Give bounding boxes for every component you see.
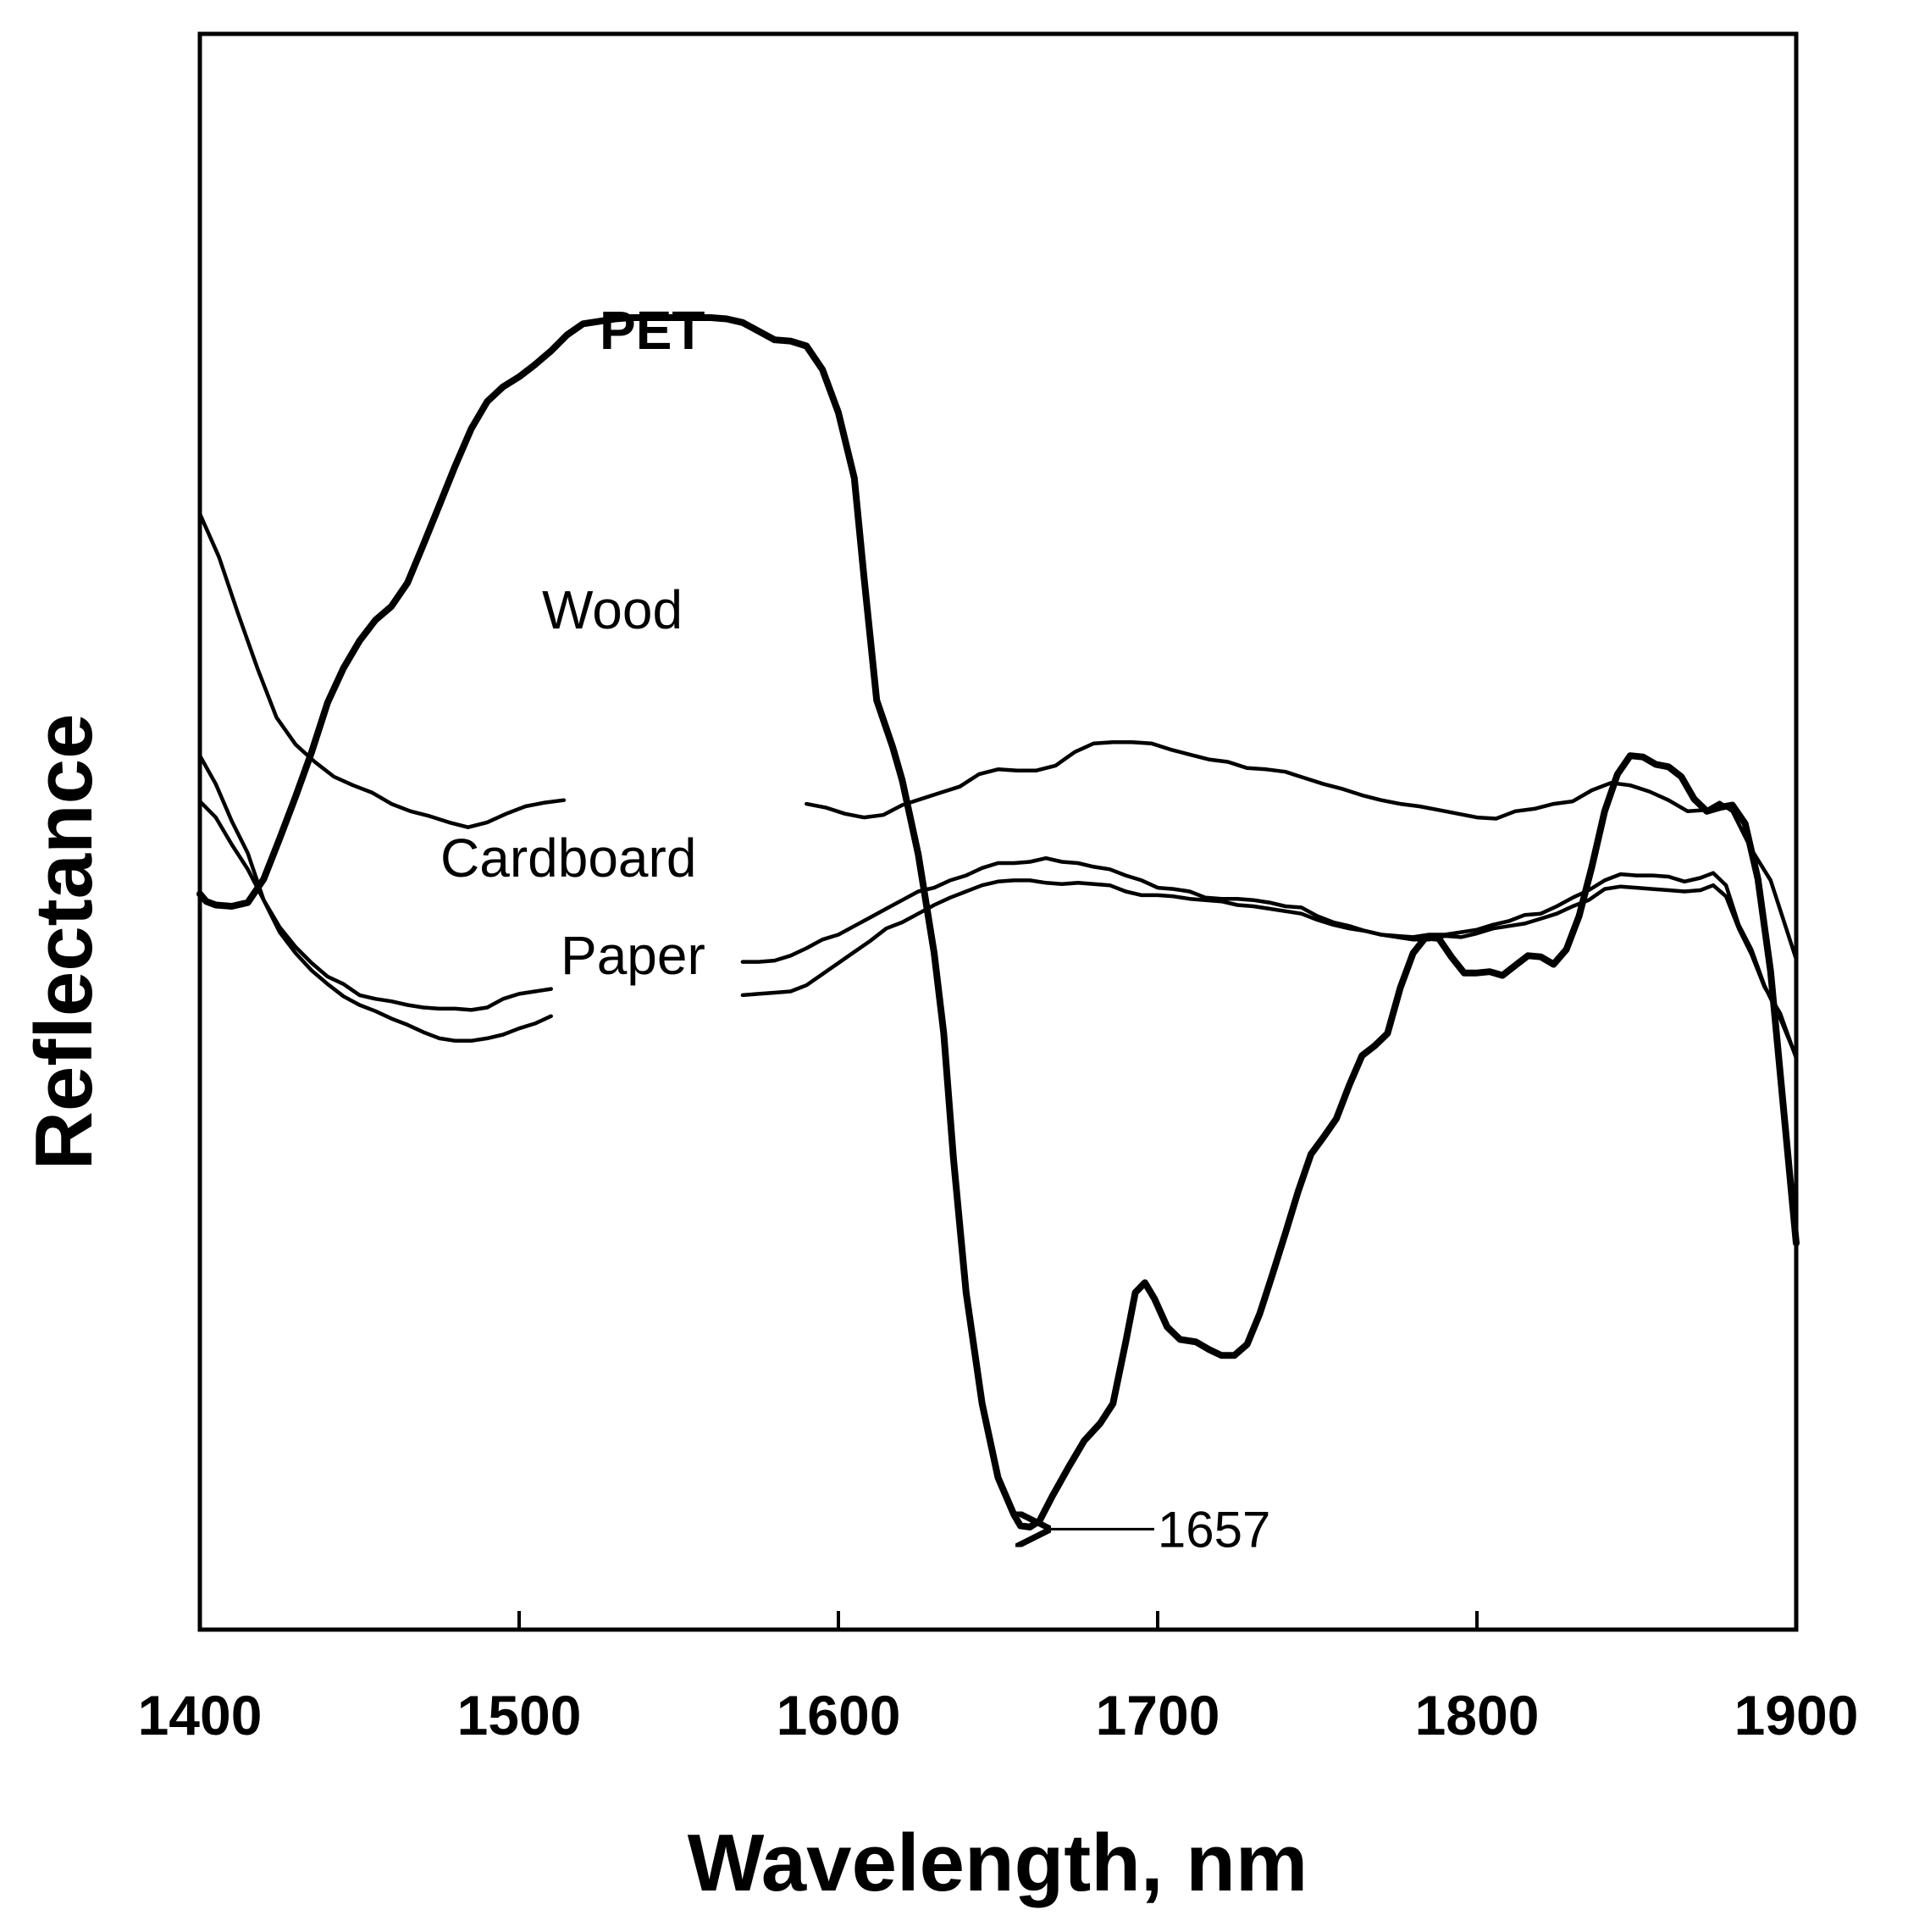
series-line-pet (196, 314, 1800, 1531)
annotation-layer: 1657 (1046, 1501, 1270, 1558)
x-tick-label-1500: 1500 (457, 1684, 582, 1747)
series-label-wood: Wood (542, 579, 683, 640)
x-tick-label-1900: 1900 (1734, 1684, 1859, 1747)
series-label-paper: Paper (561, 925, 705, 986)
series-line-paper-seg2 (740, 878, 1799, 1060)
x-tick-layer: 1400 1500 1600 1700 1800 1900 (138, 1611, 1859, 1747)
series-line-paper-seg1 (197, 799, 553, 1044)
series-label-pet: PET (600, 300, 705, 361)
series-line-wood-seg1 (197, 512, 567, 829)
x-tick-label-1400: 1400 (138, 1684, 263, 1747)
series-line-wood-seg2 (805, 739, 1799, 961)
plot-frame (197, 31, 1799, 1632)
series-layer (196, 314, 1800, 1531)
annotation-label-1657: 1657 (1158, 1501, 1270, 1558)
series-label-cardboard: Cardboard (440, 828, 696, 888)
x-tick-label-1800: 1800 (1415, 1684, 1540, 1747)
x-tick-label-1700: 1700 (1096, 1684, 1220, 1747)
x-axis-title: Wavelength, nm (688, 1818, 1308, 1908)
series-line-cardboard-seg2 (740, 855, 1799, 1059)
series-line-cardboard-seg1 (197, 753, 553, 1012)
y-axis-title: Reflectance (19, 714, 109, 1171)
x-tick-label-1600: 1600 (777, 1684, 901, 1747)
